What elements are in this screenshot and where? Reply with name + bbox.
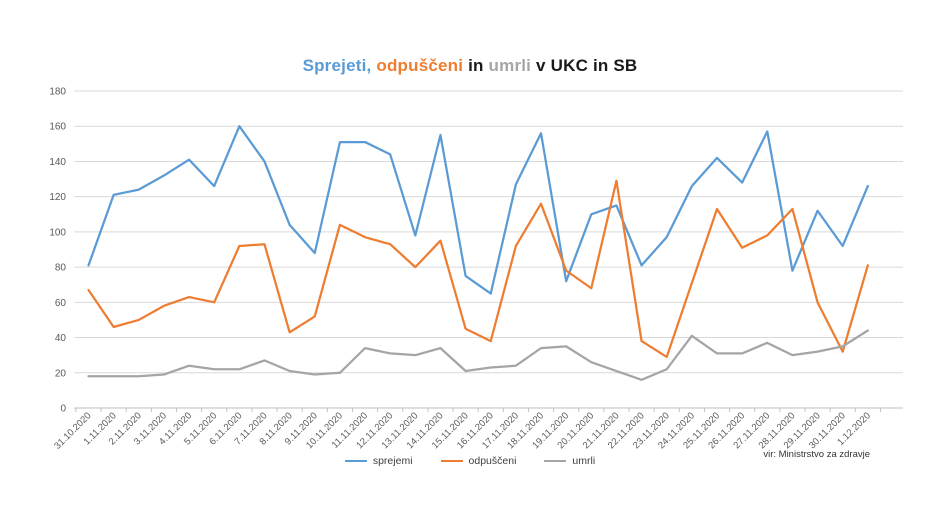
title-part-3: umrli [488,56,532,75]
y-axis-tick-label: 60 [55,298,67,309]
title-part-2: in [463,56,489,75]
y-axis-tick-label: 160 [49,122,66,133]
series-line-odpuščeni [87,179,869,359]
legend-item-odpusceni: odpuščeni [440,455,517,467]
chart-title: Sprejeti, odpuščeni in umrli v UKC in SB [0,56,940,76]
y-axis-tick-label: 140 [49,157,66,168]
y-axis-tick-label: 20 [55,368,67,379]
legend-line-swatch-sprejemi [344,459,367,463]
source-note: vir: Ministrstvo za zdravje [763,449,870,460]
legend-item-sprejemi: sprejemi [344,455,413,467]
legend-label-umrli: umrli [572,455,596,467]
legend-line-swatch-odpusceni [440,459,463,463]
y-axis-tick-label: 0 [60,404,66,415]
legend-item-umrli: umrli [544,455,595,467]
y-axis-tick-label: 100 [49,227,66,238]
legend-label-sprejemi: sprejemi [372,455,413,467]
y-axis-tick-label: 80 [55,263,67,274]
y-axis-tick-label: 40 [55,333,67,344]
title-part-4: v UKC in SB [531,56,638,75]
legend: sprejemi odpuščeni umrli [0,455,940,467]
series-line-sprejemi [87,125,869,295]
y-axis-tick-label: 120 [49,192,66,203]
legend-line-swatch-umrli [544,459,567,463]
series-line-umrli [87,329,869,381]
y-axis-tick-label: 180 [49,87,66,98]
title-part-0: Sprejeti, [302,56,372,75]
title-part-1: odpuščeni [371,56,464,75]
legend-label-odpusceni: odpuščeni [468,455,517,467]
